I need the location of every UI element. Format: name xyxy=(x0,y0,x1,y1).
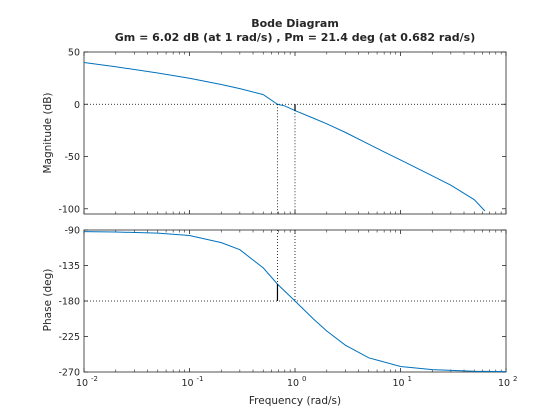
magnitude-axes: 50 0 -50 -100 xyxy=(58,48,507,215)
phase-ytick-label: -180 xyxy=(58,297,80,308)
x-tick-label: 10 xyxy=(287,378,299,389)
magnitude-curve xyxy=(83,61,486,212)
x-tick-exponent: -2 xyxy=(91,375,98,383)
phase-ytick-label: -270 xyxy=(58,368,80,379)
x-tick-label: 10 xyxy=(76,378,88,389)
magnitude-ytick-label: -100 xyxy=(58,204,80,215)
x-tick-exponent: -1 xyxy=(197,375,204,383)
magnitude-ytick-label: 50 xyxy=(68,48,80,59)
x-tick-label: 10 xyxy=(392,378,404,389)
magnitude-ytick-label: 0 xyxy=(74,100,80,111)
phase-ylabel: Phase (deg) xyxy=(42,269,54,332)
x-tick-exponent: 0 xyxy=(302,375,306,383)
x-axis-label: Frequency (rad/s) xyxy=(249,395,341,407)
x-tick-exponent: 1 xyxy=(408,375,412,383)
magnitude-ylabel: Magnitude (dB) xyxy=(42,92,54,173)
phase-ytick-label: -90 xyxy=(64,226,80,237)
x-tick-exponent: 2 xyxy=(513,375,517,383)
x-tick-label: 10 xyxy=(181,378,193,389)
phase-curve xyxy=(83,231,507,373)
phase-ytick-label: -225 xyxy=(58,332,80,343)
chart-title: Bode Diagram xyxy=(251,17,339,30)
magnitude-ytick-label: -50 xyxy=(64,152,80,163)
chart-subtitle: Gm = 6.02 dB (at 1 rad/s) , Pm = 21.4 de… xyxy=(115,31,475,44)
phase-ytick-label: -135 xyxy=(58,261,80,272)
magnitude-frame xyxy=(83,51,507,215)
x-tick-label: 10 xyxy=(498,378,510,389)
